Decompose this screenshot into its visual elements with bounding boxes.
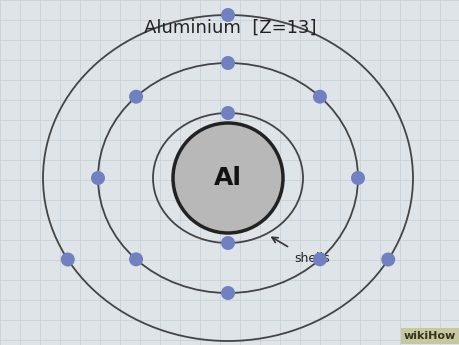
Text: Aluminium  [Z=13]: Aluminium [Z=13] (143, 19, 316, 37)
Circle shape (220, 106, 235, 120)
Text: wikiHow: wikiHow (403, 331, 455, 341)
Circle shape (220, 286, 235, 300)
Circle shape (129, 252, 143, 266)
Circle shape (220, 56, 235, 70)
Text: shells: shells (293, 252, 329, 265)
Circle shape (350, 171, 364, 185)
Circle shape (61, 253, 75, 266)
Circle shape (312, 90, 326, 104)
Circle shape (91, 171, 105, 185)
Circle shape (381, 253, 394, 266)
Text: Al: Al (213, 166, 241, 190)
Circle shape (173, 123, 282, 233)
Circle shape (220, 8, 235, 22)
Circle shape (129, 90, 143, 104)
Circle shape (220, 236, 235, 250)
Circle shape (312, 252, 326, 266)
